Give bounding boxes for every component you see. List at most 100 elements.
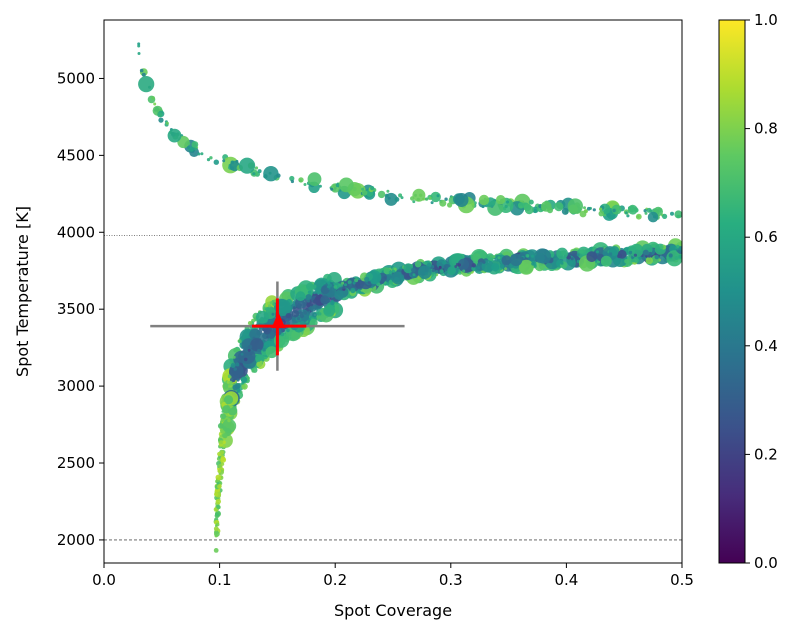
hot-spot-branch-point bbox=[626, 214, 630, 218]
plot-frame bbox=[103, 19, 683, 564]
cool-spot-branch-point bbox=[344, 283, 347, 287]
hot-spot-branch-point bbox=[662, 213, 668, 219]
hot-spot-branch-point bbox=[430, 191, 441, 203]
cool-spot-branch-point bbox=[217, 469, 222, 473]
cool-spot-branch-point bbox=[617, 249, 627, 259]
cool-spot-branch-point bbox=[482, 260, 486, 264]
hot-spot-branch-point bbox=[568, 204, 578, 214]
hot-spot-branch-point bbox=[579, 210, 587, 218]
hot-spot-branch-point bbox=[361, 187, 365, 191]
hot-spot-branch-point bbox=[158, 117, 164, 123]
hot-spot-branch-point bbox=[583, 206, 586, 210]
hot-spot-branch-point bbox=[361, 190, 368, 196]
hot-spot-branch-point bbox=[386, 189, 390, 193]
cool-spot-branch-point bbox=[232, 379, 236, 382]
cool-spot-branch-point bbox=[235, 362, 240, 367]
cool-spot-branch-point bbox=[462, 269, 466, 273]
hot-spot-branch-point bbox=[624, 211, 628, 215]
cool-spot-branch-point bbox=[215, 474, 222, 481]
cool-spot-branch-point bbox=[306, 299, 310, 303]
hot-spot-branch-point bbox=[439, 199, 447, 207]
cool-spot-branch-point bbox=[312, 299, 317, 304]
cool-spot-branch-point bbox=[391, 269, 395, 273]
hot-spot-branch-point bbox=[263, 166, 279, 182]
cool-spot-branch-point bbox=[286, 328, 290, 333]
cool-spot-branch-point bbox=[435, 270, 439, 274]
cool-spot-branch-point bbox=[216, 482, 220, 485]
cool-spot-branch-point bbox=[220, 450, 225, 455]
cool-spot-branch-point bbox=[305, 294, 312, 301]
hot-spot-branch-point bbox=[330, 187, 334, 191]
hot-spot-branch-points bbox=[137, 42, 682, 223]
hot-spot-branch-point bbox=[612, 208, 616, 213]
hot-spot-branch-point bbox=[290, 179, 294, 184]
colorbar-ticks: 0.0 0.2 0.4 0.6 0.8 1.0 bbox=[745, 11, 778, 572]
cool-spot-branch-point bbox=[341, 281, 345, 285]
cool-spot-branch-point bbox=[213, 526, 219, 532]
cool-spot-branch-point bbox=[257, 348, 261, 353]
x-tick-label: 0.5 bbox=[670, 571, 694, 589]
hot-spot-branch-point bbox=[213, 159, 219, 165]
hot-spot-branch-point bbox=[318, 184, 322, 188]
hot-spot-branch-point bbox=[592, 208, 596, 212]
hot-spot-branch-point bbox=[209, 156, 213, 160]
cool-spot-branch-point bbox=[312, 312, 317, 318]
hot-spot-branch-point bbox=[586, 206, 591, 211]
cool-spot-branch-point bbox=[318, 312, 322, 316]
cool-spot-branch-point bbox=[438, 265, 442, 269]
colorbar-tick-label: 1.0 bbox=[754, 11, 778, 29]
hot-spot-branch-point bbox=[471, 202, 475, 206]
x-axis-ticks: 0.0 0.1 0.2 0.3 0.4 0.5 bbox=[92, 563, 694, 589]
cool-spot-branch-point bbox=[236, 388, 241, 393]
cool-spot-branch-point bbox=[489, 254, 493, 258]
hot-spot-branch-point bbox=[235, 159, 239, 163]
cool-spot-branch-point bbox=[291, 310, 300, 318]
cool-spot-branch-point bbox=[414, 261, 422, 268]
hot-spot-branch-point bbox=[478, 194, 490, 206]
cool-spot-branch-point bbox=[220, 462, 225, 466]
y-tick-label: 5000 bbox=[57, 69, 95, 87]
cool-spot-branch-point bbox=[499, 264, 505, 269]
cool-spot-branch-point bbox=[579, 249, 584, 254]
cool-spot-branch-point bbox=[418, 265, 432, 280]
cool-spot-branch-point bbox=[648, 251, 652, 256]
cool-spot-branch-point bbox=[259, 360, 263, 364]
y-tick-label: 2500 bbox=[57, 454, 95, 472]
cool-spot-branch-point bbox=[323, 304, 336, 317]
cool-spot-branch-point bbox=[265, 346, 278, 359]
cool-spot-branch-point bbox=[220, 457, 227, 463]
colorbar-tick-label: 0.6 bbox=[754, 228, 778, 246]
cool-spot-branch-point bbox=[307, 290, 312, 294]
cool-spot-branch-point bbox=[501, 255, 512, 266]
cool-spot-branch-point bbox=[313, 291, 316, 295]
hot-spot-branch-point bbox=[289, 175, 295, 182]
hot-spot-branch-point bbox=[554, 202, 564, 212]
cool-spot-branch-point bbox=[447, 266, 456, 276]
cool-spot-branch-point bbox=[234, 383, 241, 389]
hot-spot-branch-point bbox=[627, 204, 638, 215]
cool-spot-branch-point bbox=[240, 352, 244, 356]
hot-spot-branch-point bbox=[257, 169, 262, 174]
cool-spot-branch-point bbox=[457, 263, 461, 267]
x-tick-label: 0.3 bbox=[439, 571, 463, 589]
cool-spot-branch-point bbox=[633, 253, 638, 257]
cool-spot-branch-point bbox=[256, 310, 269, 324]
hot-spot-branch-point bbox=[428, 196, 432, 200]
hot-spot-branch-point bbox=[394, 197, 400, 202]
cool-spot-branch-point bbox=[678, 246, 682, 251]
hot-spot-branch-point bbox=[425, 197, 429, 201]
cool-spot-branch-point bbox=[306, 282, 314, 291]
cool-spot-branch-point bbox=[678, 254, 682, 259]
cool-spot-branch-point bbox=[338, 287, 342, 291]
cool-spot-branch-point bbox=[596, 250, 599, 254]
cool-spot-branch-point bbox=[240, 348, 256, 364]
hot-spot-branch-point bbox=[676, 214, 680, 219]
colorbar-tick-label: 0.8 bbox=[754, 120, 778, 138]
x-axis-label: Spot Coverage bbox=[334, 601, 452, 620]
cool-spot-branch-point bbox=[638, 256, 642, 260]
hot-spot-branch-point bbox=[137, 52, 141, 55]
cool-spot-branch-point bbox=[566, 254, 571, 260]
hot-spot-branch-point bbox=[254, 166, 259, 170]
hot-spot-branch-point bbox=[141, 72, 146, 77]
cool-spot-branch-point bbox=[401, 271, 405, 275]
